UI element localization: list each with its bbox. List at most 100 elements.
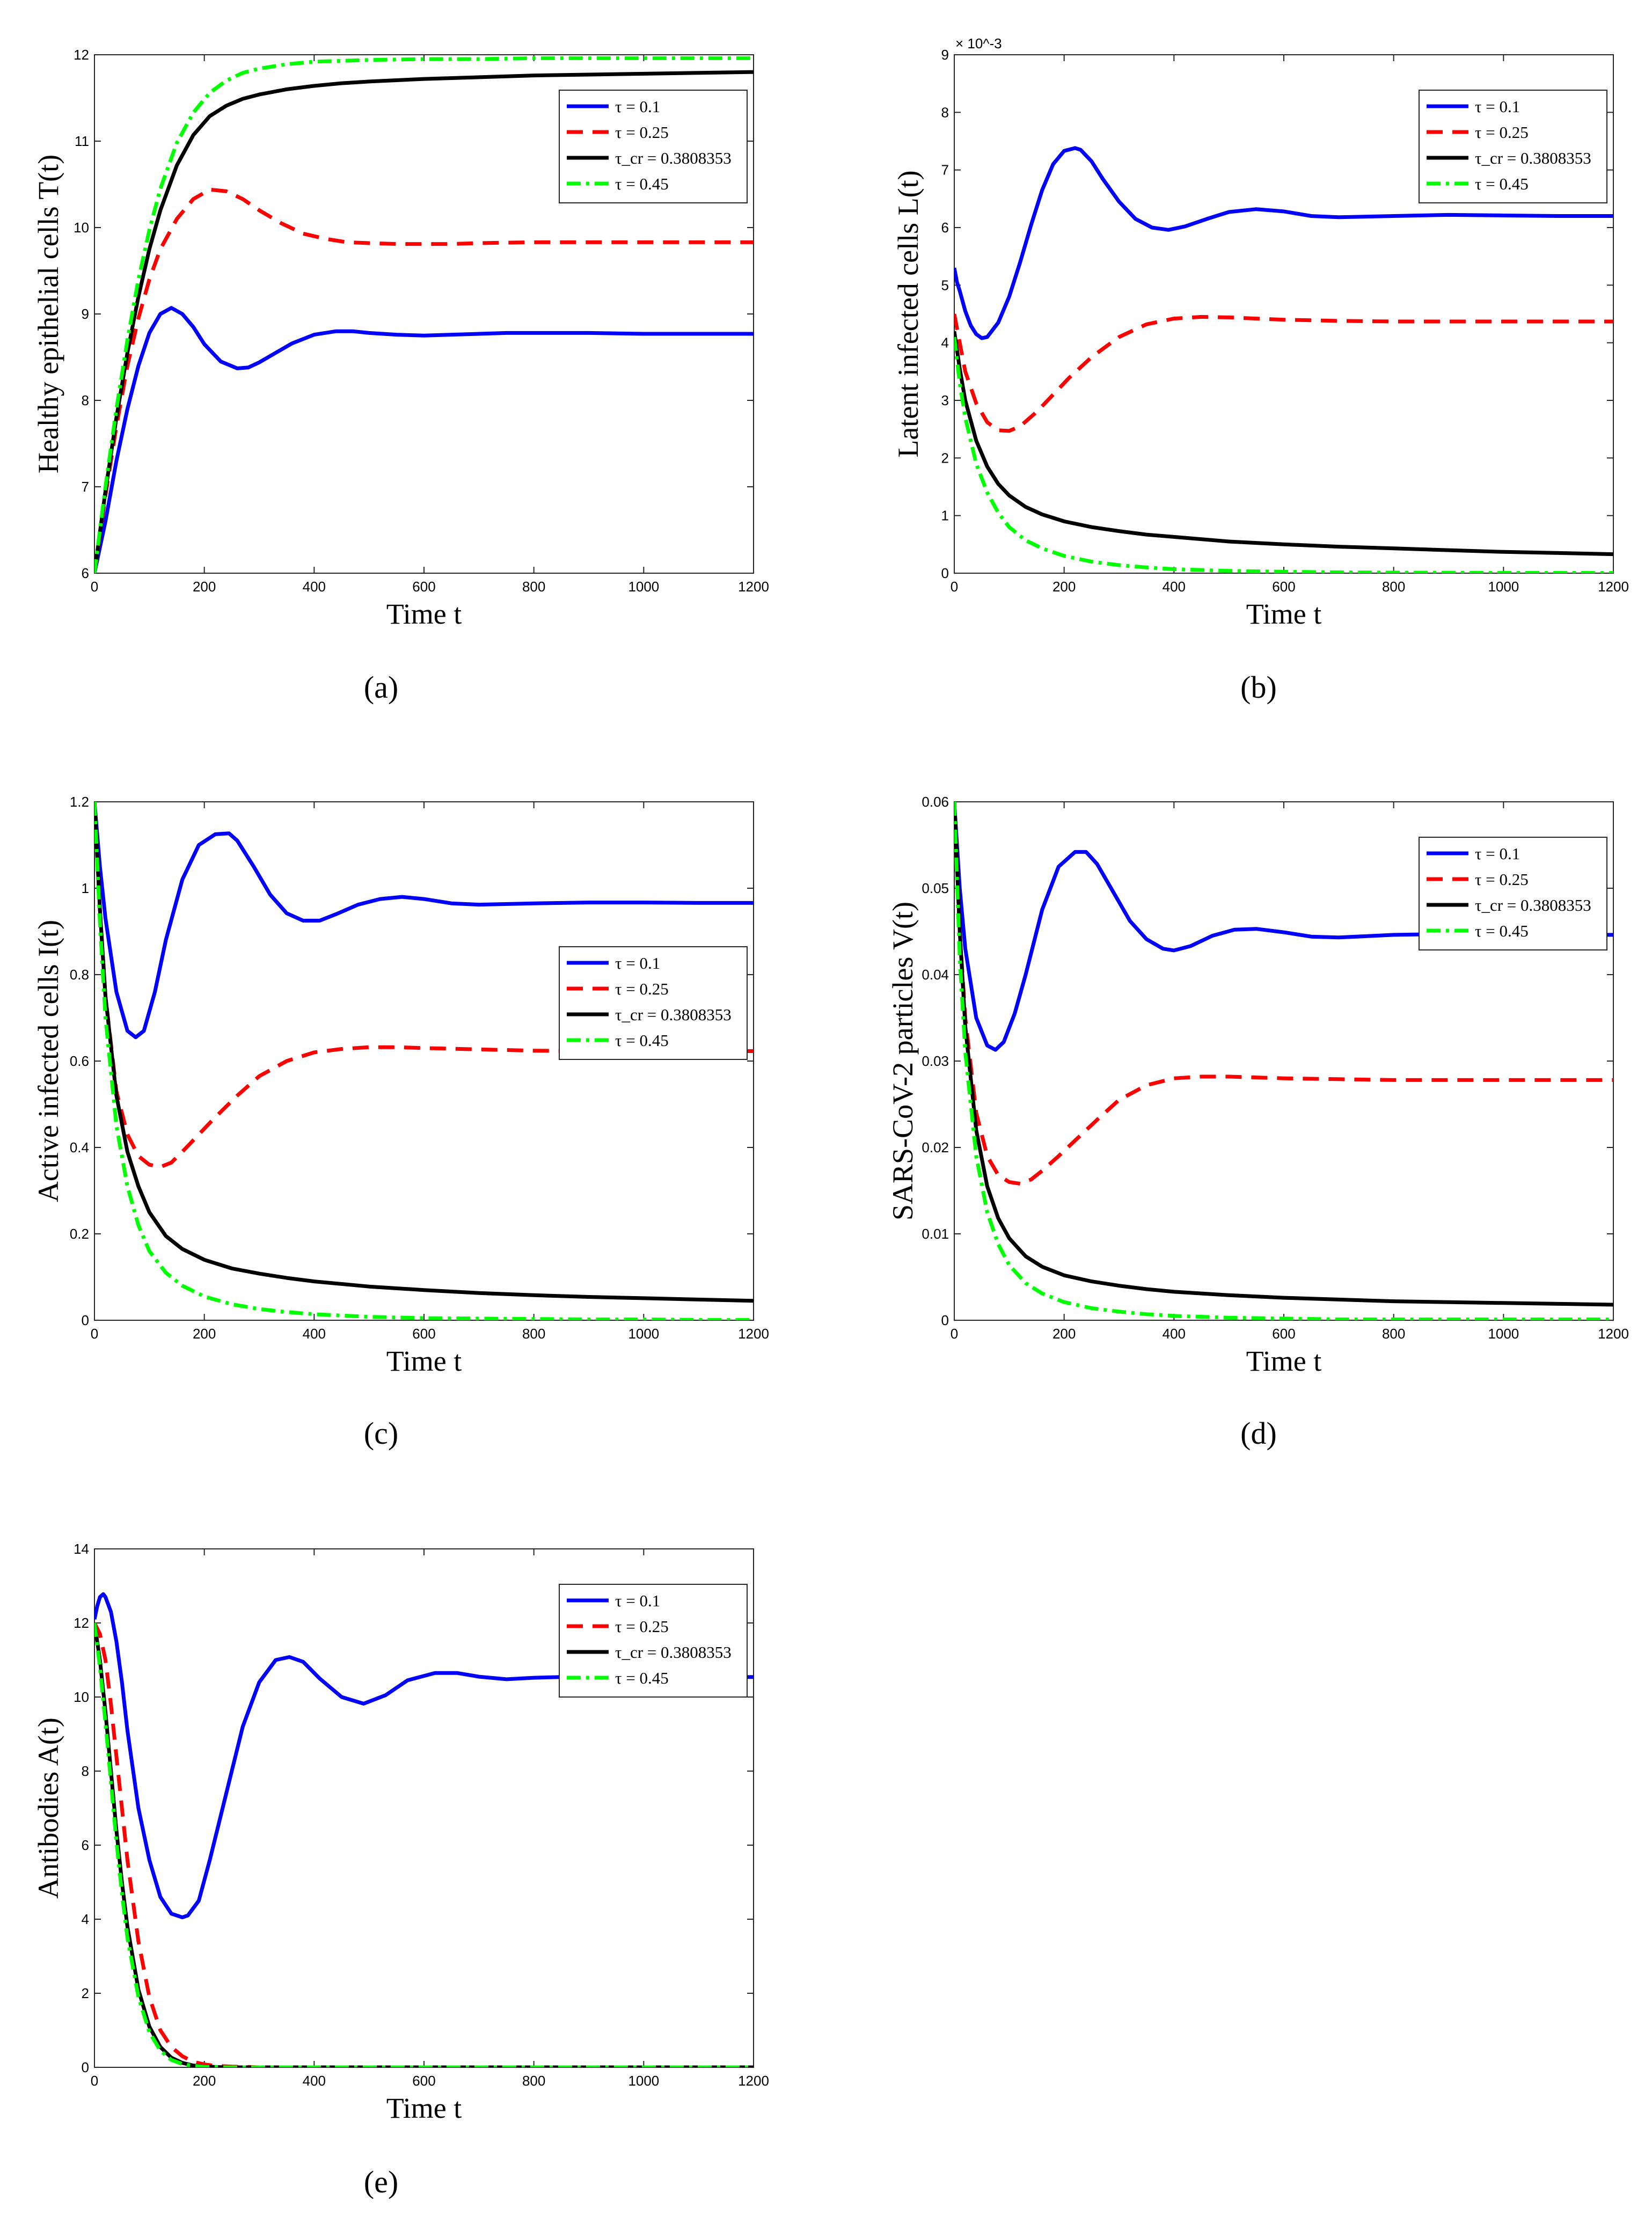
x-axis-label: Time t (386, 1345, 462, 1377)
y-axis-label: SARS-CoV-2 particles V(t) (887, 902, 919, 1220)
series-lines (94, 802, 754, 1320)
series-line-tau-0-25 (94, 187, 754, 573)
x-axis-label: Time t (1246, 598, 1322, 630)
y-ticks: 6 7 8 9 10 11 12 (74, 47, 754, 581)
y-tick-label: 12 (74, 47, 89, 63)
y-tick-label: 10 (74, 1689, 89, 1705)
x-tick-label: 400 (303, 579, 326, 595)
x-ticks: 0 200 400 600 800 1000 1200 (91, 1549, 769, 2089)
legend-box (559, 1584, 748, 1698)
legend-label: τ = 0.1 (1475, 844, 1520, 863)
legend-label: τ = 0.25 (615, 1617, 669, 1636)
y-tick-label: 10 (74, 220, 89, 236)
series-line-tau-0-45 (94, 56, 754, 573)
y-tick-label: 9 (941, 47, 949, 63)
y-tick-label: 4 (941, 335, 949, 351)
y-tick-label: 6 (941, 220, 949, 236)
y-tick-label: 0.6 (70, 1053, 89, 1069)
x-tick-label: 600 (1272, 579, 1295, 595)
panel-b: 0 1 2 3 4 5 6 7 8 9 0 200 400 600 800 1000 1200 × 10^-3… (892, 35, 1629, 705)
x-tick-label: 1200 (738, 1326, 769, 1342)
x-ticks: 0 200 400 600 800 1000 1200 (951, 802, 1629, 1342)
x-tick-label: 1000 (628, 2073, 659, 2089)
panel-caption: (d) (1240, 1416, 1277, 1451)
x-tick-label: 1200 (738, 579, 769, 595)
x-tick-label: 200 (193, 2073, 216, 2089)
y-tick-label: 2 (941, 450, 949, 466)
x-axis-label: Time t (386, 598, 462, 630)
x-tick-label: 600 (1272, 1326, 1295, 1342)
y-tick-label: 0.4 (70, 1139, 89, 1155)
y-tick-label: 8 (82, 1763, 89, 1779)
y-axis-label: Latent infected cells L(t) (892, 170, 924, 457)
panel-e: 0 2 4 6 8 10 12 14 0 200 400 600 800 1000 1200 Time t… (32, 1541, 769, 2199)
legend-label: τ = 0.1 (615, 97, 660, 116)
panel-c: 00.20.40.60.811.2 0 200 400 600 800 1000 1200 … (32, 794, 769, 1451)
y-tick-label: 0.03 (922, 1053, 949, 1069)
y-tick-label: 0.06 (922, 794, 949, 810)
x-tick-label: 0 (91, 579, 98, 595)
y-tick-label: 0.8 (70, 967, 89, 983)
y-axis-exponent: × 10^-3 (955, 35, 1002, 52)
y-tick-label: 7 (941, 162, 949, 178)
x-tick-label: 200 (1052, 579, 1076, 595)
panel-d: 0 0.01 0.02 0.03 0.04 0.05 0.06 0 200 400 600 800 1… (887, 794, 1629, 1451)
series-line-tau-cr (94, 802, 754, 1303)
x-tick-label: 800 (1382, 579, 1405, 595)
legend-label: τ = 0.25 (1475, 123, 1529, 142)
series-line-tau-cr (954, 331, 1613, 557)
x-tick-label: 1200 (1598, 1326, 1629, 1342)
x-tick-label: 200 (1052, 1326, 1076, 1342)
legend-label: τ = 0.1 (1475, 97, 1520, 116)
y-tick-label: 7 (82, 479, 89, 495)
y-tick-label: 1 (941, 508, 949, 524)
y-tick-label: 8 (82, 392, 89, 408)
y-tick-label: 6 (82, 565, 89, 581)
x-tick-label: 600 (412, 2073, 435, 2089)
legend-label: τ = 0.1 (615, 1591, 660, 1610)
y-ticks: 0 0.01 0.02 0.03 0.04 0.05 0.06 (922, 794, 1613, 1328)
series-line-tau-0-45 (94, 802, 754, 1320)
x-tick-label: 1000 (1488, 579, 1519, 595)
series-line-tau-0-1 (94, 306, 754, 573)
series-lines (954, 146, 1613, 573)
x-tick-label: 200 (193, 579, 216, 595)
y-tick-label: 14 (74, 1541, 89, 1557)
legend-box (559, 946, 748, 1060)
y-tick-label: 0.04 (922, 967, 949, 983)
y-tick-label: 0.2 (70, 1226, 89, 1242)
series-line-tau-0-25 (954, 313, 1613, 433)
legend-label: τ = 0.45 (1475, 921, 1529, 940)
x-tick-label: 1200 (738, 2073, 769, 2089)
y-tick-label: 0 (82, 2059, 89, 2075)
legend-label: τ_cr = 0.3808353 (1475, 149, 1591, 167)
y-tick-label: 8 (941, 104, 949, 120)
series-line-tau-0-1 (954, 146, 1613, 340)
legend-box (1419, 837, 1607, 950)
panel-caption: (c) (364, 1416, 398, 1451)
x-tick-label: 200 (193, 1326, 216, 1342)
x-tick-label: 800 (522, 579, 545, 595)
x-axis-label: Time t (1246, 1345, 1322, 1377)
y-tick-label: 0 (941, 1312, 949, 1328)
y-tick-label: 0 (941, 565, 949, 581)
x-tick-label: 1000 (1488, 1326, 1519, 1342)
y-ticks: 0 1 2 3 4 5 6 7 8 9 (941, 47, 1613, 581)
legend-box (1419, 90, 1607, 203)
series-line-tau-0-45 (954, 802, 1613, 1320)
series-line-tau-0-1 (94, 802, 754, 1040)
series-lines (94, 56, 754, 573)
panel-caption: (b) (1240, 670, 1277, 705)
x-tick-label: 0 (91, 1326, 98, 1342)
legend-label: τ = 0.45 (1475, 174, 1529, 193)
y-tick-label: 5 (941, 277, 949, 293)
y-tick-label: 3 (941, 392, 949, 408)
series-lines (954, 802, 1613, 1320)
y-tick-label: 4 (82, 1911, 89, 1927)
legend: τ = 0.1 τ = 0.25 τ_cr = 0.3808353 τ = 0.45 (1419, 837, 1607, 950)
series-line-tau-cr (94, 70, 754, 573)
y-tick-label: 0 (82, 1312, 89, 1328)
legend: τ = 0.1 τ = 0.25 τ_cr = 0.3808353 τ = 0.45 (559, 90, 748, 203)
legend-label: τ_cr = 0.3808353 (615, 1005, 732, 1024)
legend-label: τ = 0.25 (615, 979, 669, 998)
